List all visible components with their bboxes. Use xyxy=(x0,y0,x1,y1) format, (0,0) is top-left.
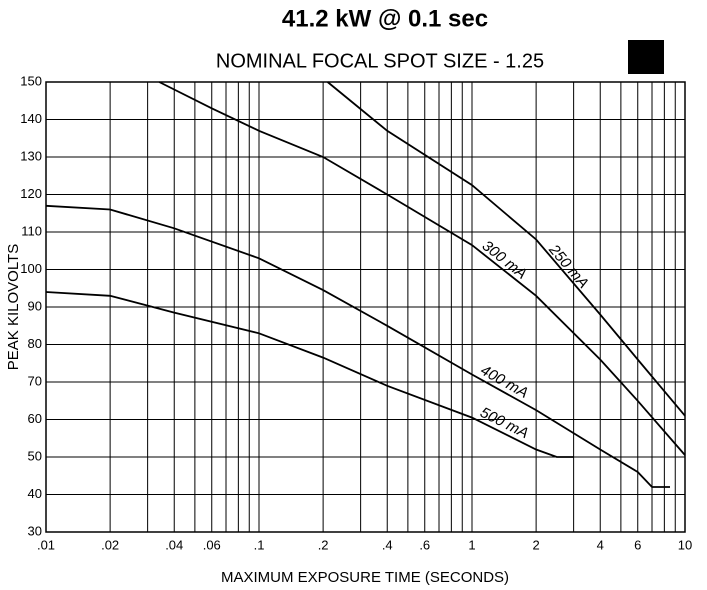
y-tick-label: 60 xyxy=(28,411,42,426)
chart-title: 41.2 kW @ 0.1 sec xyxy=(282,5,488,32)
chart-subtitle: NOMINAL FOCAL SPOT SIZE - 1.25 xyxy=(216,50,544,72)
x-tick-label: .04 xyxy=(165,537,183,552)
series-label: 500 mA xyxy=(477,404,531,442)
plot-frame xyxy=(45,81,686,533)
x-tick-label: .4 xyxy=(382,537,393,552)
y-axis-label: PEAK KILOVOLTS xyxy=(5,244,22,370)
x-tick-label: .6 xyxy=(419,537,430,552)
curve xyxy=(158,81,686,456)
y-tick-label: 90 xyxy=(28,298,42,313)
x-tick-label: .1 xyxy=(254,537,265,552)
y-tick-label: 150 xyxy=(20,73,42,88)
x-tick-label: 6 xyxy=(634,537,641,552)
curve xyxy=(45,204,670,488)
x-tick-label: 1 xyxy=(468,537,475,552)
x-tick-label: .06 xyxy=(203,537,221,552)
black-square xyxy=(628,40,664,74)
x-tick-label: .02 xyxy=(101,537,119,552)
x-tick-label: 4 xyxy=(597,537,604,552)
curve xyxy=(45,291,574,458)
x-axis-label: MAXIMUM EXPOSURE TIME (SECONDS) xyxy=(221,569,509,586)
x-tick-label: .01 xyxy=(37,537,55,552)
x-tick-label: 2 xyxy=(533,537,540,552)
y-tick-label: 70 xyxy=(28,373,42,388)
y-tick-label: 40 xyxy=(28,486,42,501)
y-tick-label: 130 xyxy=(20,148,42,163)
x-tick-label: .2 xyxy=(318,537,329,552)
y-tick-label: 100 xyxy=(20,261,42,276)
y-tick-label: 120 xyxy=(20,186,42,201)
x-tick-label: 10 xyxy=(678,537,692,552)
series-label: 250 mA xyxy=(545,241,592,292)
y-tick-label: 80 xyxy=(28,336,42,351)
y-tick-label: 30 xyxy=(28,523,42,538)
y-tick-label: 50 xyxy=(28,448,42,463)
curve xyxy=(327,81,686,417)
series-label: 300 mA xyxy=(479,237,530,282)
y-tick-label: 110 xyxy=(21,223,42,238)
y-tick-label: 140 xyxy=(20,111,42,126)
